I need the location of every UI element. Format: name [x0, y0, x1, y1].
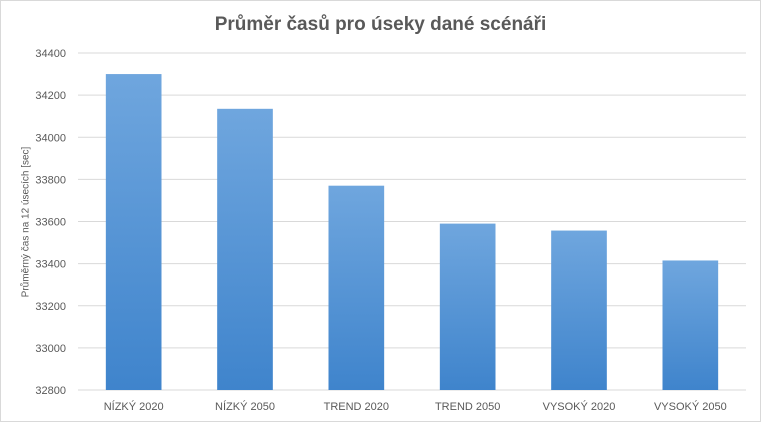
x-tick-label: NÍZKÝ 2020: [104, 400, 164, 413]
y-tick-label: 34400: [35, 48, 66, 60]
bar: [551, 230, 607, 390]
y-tick-label: 33200: [35, 301, 66, 313]
y-tick-label: 32800: [35, 385, 66, 397]
y-tick-label: 34000: [35, 132, 66, 144]
y-tick-label: 33000: [35, 343, 66, 355]
y-tick-labels: 32800 33000 33200 33400 33600 33800 34000 34200…: [35, 48, 66, 397]
gridlines: [78, 52, 746, 391]
x-tick-label: VYSOKÝ 2020: [543, 400, 616, 413]
x-tick-labels: NÍZKÝ 2020 NÍZKÝ 2050 TREND 2020 TREND 2050…: [104, 400, 727, 413]
bar: [217, 108, 273, 391]
x-tick-label: TREND 2020: [324, 401, 389, 413]
y-tick-label: 33400: [35, 259, 66, 271]
bar: [662, 260, 719, 390]
bars: [105, 74, 719, 391]
y-tick-label: 33600: [35, 217, 66, 229]
y-tick-label: 33800: [35, 174, 66, 186]
bar: [105, 74, 162, 390]
bar: [439, 223, 496, 390]
x-tick-label: VYSOKÝ 2050: [654, 400, 727, 413]
x-tick-label: NÍZKÝ 2050: [215, 400, 275, 413]
x-tick-label: TREND 2050: [435, 401, 500, 413]
bar: [328, 185, 385, 390]
y-tick-label: 34200: [35, 90, 66, 102]
chart-title: Průměr časů pro úseky dané scénáři: [214, 14, 547, 35]
